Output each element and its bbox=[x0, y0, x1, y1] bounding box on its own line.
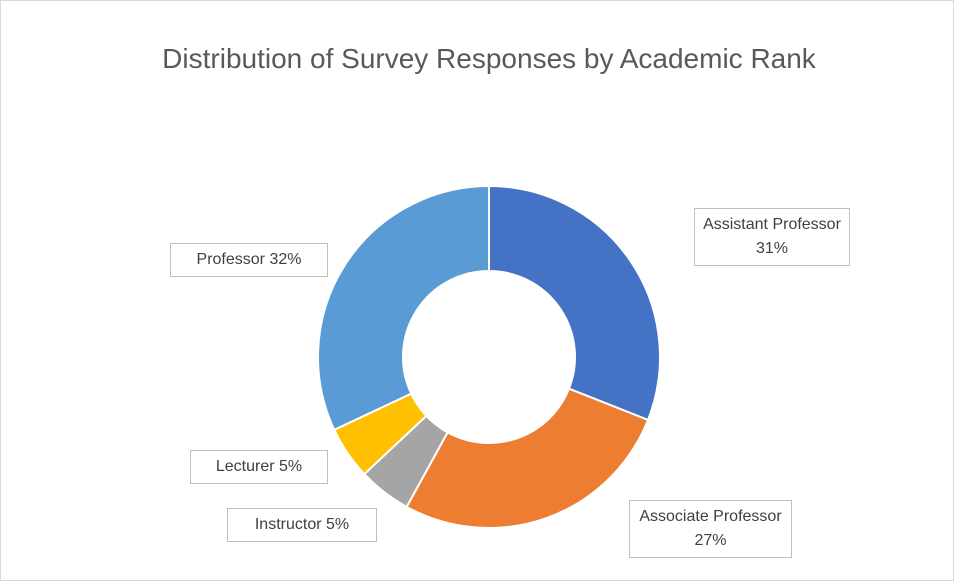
category-label: Assistant Professor bbox=[703, 216, 841, 233]
value-label: 32% bbox=[269, 251, 302, 268]
value-label: 31% bbox=[755, 240, 789, 257]
donut-segment bbox=[488, 184, 661, 422]
category-label: Instructor bbox=[254, 516, 322, 533]
value-label: 27% bbox=[694, 532, 727, 549]
value-label: 5% bbox=[279, 458, 303, 475]
data-label: Associate Professor 27% bbox=[629, 500, 792, 558]
category-label: Associate Professor bbox=[639, 508, 782, 525]
data-label: Assistant Professor 31% bbox=[694, 208, 850, 266]
donut-segment bbox=[317, 184, 490, 432]
data-label: Instructor 5% bbox=[227, 508, 377, 542]
data-label: Professor 32% bbox=[170, 243, 328, 277]
donut-segment bbox=[405, 387, 650, 529]
data-label: Lecturer 5% bbox=[190, 450, 328, 484]
chart-title: Distribution of Survey Responses by Acad… bbox=[162, 43, 816, 74]
category-label: Lecturer bbox=[215, 458, 275, 475]
value-label: 5% bbox=[326, 516, 350, 533]
category-label: Professor bbox=[196, 251, 265, 268]
